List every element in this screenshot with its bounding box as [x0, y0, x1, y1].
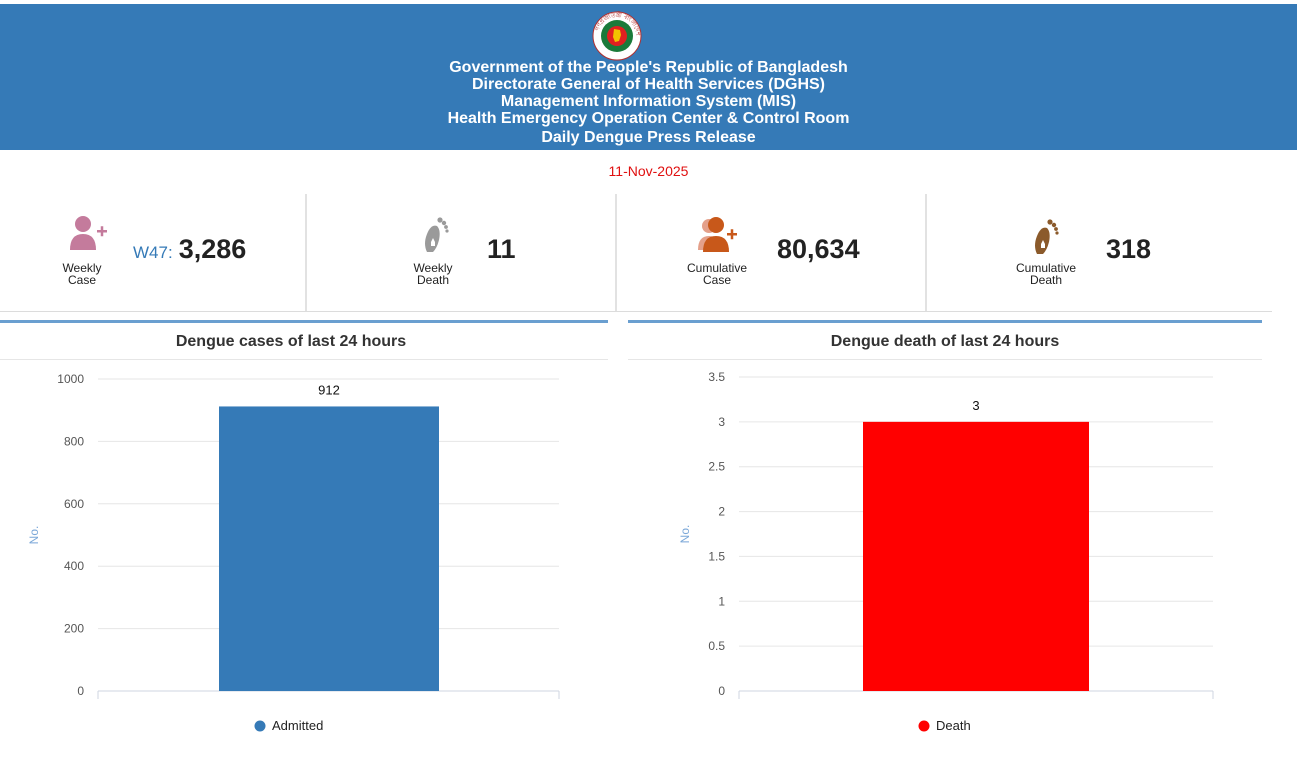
bar-death: [863, 421, 1089, 691]
y-axis-label: No.: [27, 526, 41, 545]
y-tick-label: 2.5: [708, 460, 725, 474]
weekly-death-label-2: Death: [416, 273, 450, 287]
y-tick-label: 1.5: [708, 549, 725, 563]
y-tick-label: 400: [64, 559, 84, 573]
panel-dengue-cases: Dengue cases of last 24 hours 0 200 400 600…: [0, 320, 608, 760]
chart-title: Dengue cases of last 24 hours: [175, 333, 407, 350]
bar-data-label: 3: [972, 398, 979, 413]
header-line-dghs: Directorate General of Health Services (…: [471, 76, 825, 93]
panel-dengue-death: Dengue death of last 24 hours 0 0.5 1 1.5 2 2…: [628, 320, 1262, 760]
chart-title: Dengue death of last 24 hours: [830, 333, 1060, 350]
footprint-icon: [425, 217, 449, 252]
stat-card-cumulative-case: Cumulative Case 80,634: [617, 194, 925, 311]
header-line-heoc: Health Emergency Operation Center & Cont…: [447, 110, 850, 127]
stat-divider: [615, 194, 617, 311]
weekly-case-value: 3,286: [178, 234, 247, 264]
user-plus-icon: [70, 216, 107, 250]
header-line-press-release: Daily Dengue Press Release: [541, 129, 756, 146]
cumulative-death-label-1: Cumulative: [1015, 261, 1077, 275]
y-tick-label: 1: [718, 594, 725, 608]
report-date: 11-Nov-2025: [608, 163, 689, 179]
legend-marker: [254, 720, 266, 732]
y-tick-label: 0: [77, 684, 84, 698]
panel-separator: [0, 359, 608, 360]
stat-card-weekly-death: Weekly Death 11: [307, 194, 615, 311]
cumulative-death-value: 318: [1106, 234, 1152, 264]
stat-card-cumulative-death: Cumulative Death 318: [927, 194, 1272, 311]
y-tick-label: 1000: [57, 372, 84, 386]
stat-divider: [925, 194, 927, 311]
panel-top-border: [0, 320, 608, 323]
weekly-death-label-1: Weekly: [413, 261, 453, 275]
week-number: W47:: [133, 243, 173, 262]
cumulative-death-label-2: Death: [1029, 273, 1063, 287]
page-header: গণপ্রজাতন্ত্রী বাংলাদেশ সরকার Government…: [0, 4, 1297, 150]
bar-admitted: [219, 406, 439, 691]
panel-top-border: [628, 320, 1262, 323]
cumulative-case-label-2: Case: [702, 273, 731, 287]
bar-data-label: 912: [318, 382, 340, 397]
stats-row: Weekly Case W47: 3,286 Weekly Death 11: [0, 194, 1272, 312]
stat-card-weekly-case: Weekly Case W47: 3,286: [0, 194, 305, 311]
y-axis-label: No.: [678, 525, 692, 544]
weekly-case-label-2: Case: [67, 273, 96, 287]
death-chart: 0 0.5 1 1.5 2 2.5 3 3.5 No. 3 Death: [678, 370, 1214, 733]
legend-entry: Admitted: [272, 718, 323, 733]
cases-chart: 0 200 400 600 800 1000 No. 912 Admitted: [27, 372, 560, 733]
cumulative-case-value: 80,634: [777, 234, 860, 264]
stat-divider: [305, 194, 307, 311]
y-tick-label: 0.5: [708, 639, 725, 653]
cumulative-case-label-1: Cumulative: [686, 261, 748, 275]
y-tick-label: 200: [64, 622, 84, 636]
y-tick-label: 0: [718, 684, 725, 698]
weekly-case-value-group: W47: 3,286: [133, 234, 246, 265]
panel-separator: [628, 359, 1262, 360]
y-tick-label: 800: [64, 434, 84, 448]
y-tick-label: 3: [718, 415, 725, 429]
y-tick-label: 3.5: [708, 370, 725, 384]
weekly-death-value: 11: [487, 234, 516, 264]
header-line-mis: Management Information System (MIS): [500, 93, 797, 110]
header-line-government: Government of the People's Republic of B…: [449, 59, 848, 76]
footprint-icon: [1035, 219, 1059, 254]
government-seal-logo: গণপ্রজাতন্ত্রী বাংলাদেশ সরকার: [592, 11, 642, 61]
users-plus-icon: [698, 217, 737, 252]
y-tick-label: 600: [64, 497, 84, 511]
legend-entry: Death: [936, 718, 971, 733]
weekly-case-label-1: Weekly: [62, 261, 102, 275]
legend-marker: [918, 720, 930, 732]
y-tick-label: 2: [718, 505, 725, 519]
